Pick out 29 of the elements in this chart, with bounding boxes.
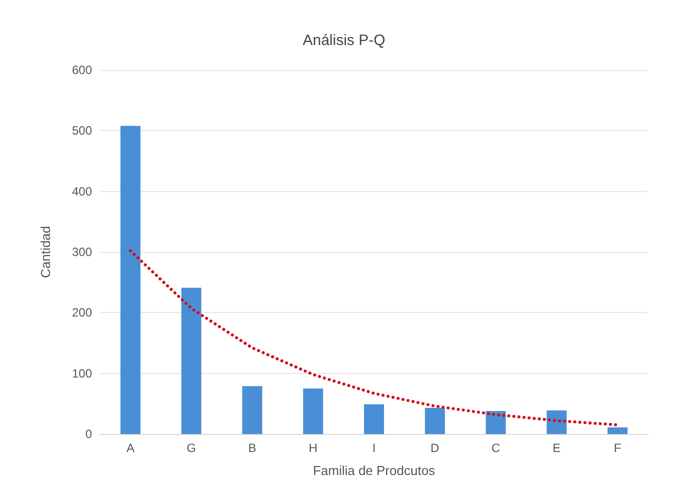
x-axis-title: Familia de Prodcutos — [312, 463, 436, 478]
bar — [364, 404, 384, 434]
x-tick-label: H — [308, 441, 318, 455]
x-tick-label: A — [126, 441, 134, 455]
y-tick-label: 200 — [72, 306, 92, 320]
bar — [181, 288, 202, 434]
y-tick-label: 100 — [72, 366, 92, 380]
x-tick-label: B — [248, 441, 256, 455]
bar — [486, 410, 506, 434]
y-tick-label: 400 — [72, 184, 92, 198]
bar — [303, 388, 324, 434]
x-tick-label: G — [186, 441, 196, 455]
bar — [120, 126, 140, 434]
line-series — [128, 249, 620, 426]
y-tick-label: 300 — [72, 245, 92, 259]
chart-title: Análisis P-Q — [302, 32, 386, 49]
x-tick-label: E — [552, 441, 561, 455]
bar — [242, 386, 262, 434]
y-tick-label: 500 — [72, 124, 92, 138]
y-axis-title: Cantidad — [38, 226, 53, 278]
bar — [546, 410, 567, 434]
x-tick-label: F — [614, 441, 622, 455]
bar — [608, 427, 628, 434]
y-tick-label: 600 — [72, 63, 92, 77]
y-tick-label: 0 — [85, 427, 92, 441]
x-tick-label: D — [430, 441, 440, 455]
x-tick-label: C — [491, 441, 500, 455]
x-tick-label: I — [372, 441, 376, 455]
bar — [424, 408, 445, 434]
